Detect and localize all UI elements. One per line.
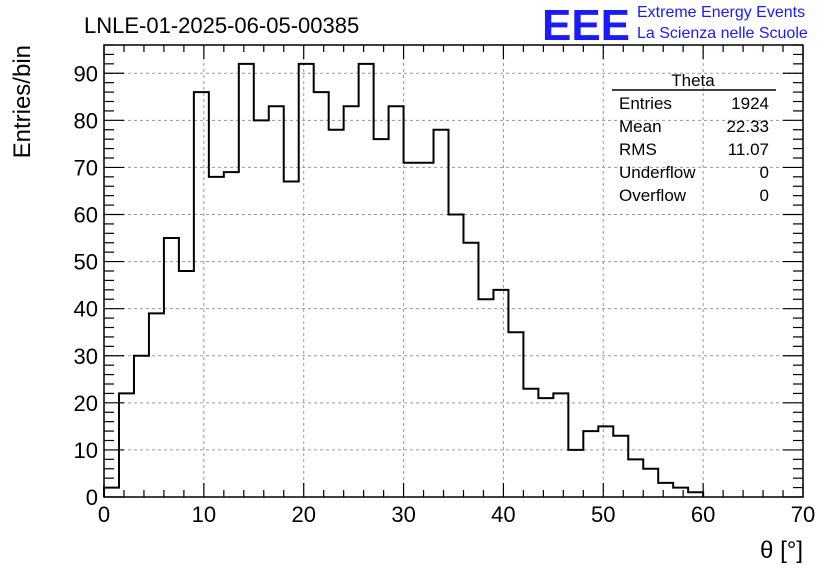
histogram-bin <box>224 172 239 497</box>
histogram-bin <box>508 332 523 497</box>
y-tick-label: 20 <box>74 391 98 416</box>
histogram-bin <box>449 215 464 498</box>
stats-box: Theta Entries 1924 Mean 22.33 RMS 11.07 Underf… <box>612 71 776 205</box>
eee-branding: EEE Extreme Energy Events La Scienza nel… <box>542 1 808 50</box>
stats-value: 0 <box>760 186 769 205</box>
histogram-bin <box>434 130 449 497</box>
x-tick-label: 20 <box>291 502 315 527</box>
histogram-bin <box>463 243 478 497</box>
histogram-bin <box>269 106 284 497</box>
brand-line-2: La Scienza nelle Scuole <box>637 25 808 42</box>
stats-label: Mean <box>619 117 662 136</box>
y-axis-title: Entries/bin <box>9 45 36 158</box>
x-tick-label: 60 <box>691 502 715 527</box>
y-tick-label: 50 <box>74 250 98 275</box>
histogram-bin <box>179 271 194 497</box>
stats-value: 11.07 <box>728 140 769 159</box>
histogram-bin <box>419 163 434 497</box>
histogram-bin <box>329 130 344 497</box>
histogram-bin <box>404 163 419 497</box>
histogram-bin <box>658 483 673 497</box>
tick-labels-layer: 0 10 20 30 40 50 60 70 0 10 20 30 40 50 60 70 80 90 <box>74 61 816 527</box>
histogram-bin <box>209 177 224 497</box>
histogram-bin <box>493 290 508 497</box>
y-tick-label: 80 <box>74 108 98 133</box>
stats-title: Theta <box>671 71 715 90</box>
stats-value: 22.33 <box>726 117 769 136</box>
histogram-bin <box>164 238 179 497</box>
stats-label: Underflow <box>619 163 696 182</box>
x-tick-label: 30 <box>391 502 415 527</box>
histogram-bin <box>194 92 209 497</box>
histogram-bin <box>673 488 688 497</box>
y-tick-label: 30 <box>74 344 98 369</box>
y-tick-label: 10 <box>74 438 98 463</box>
histogram-bin <box>149 313 164 497</box>
x-tick-label: 70 <box>791 502 815 527</box>
histogram-bin <box>299 64 314 497</box>
histogram-bin <box>583 431 598 497</box>
histogram-bin <box>628 459 643 497</box>
y-tick-label: 90 <box>74 61 98 86</box>
brand-line-1: Extreme Energy Events <box>637 4 805 21</box>
x-tick-label: 10 <box>192 502 216 527</box>
x-axis-title: θ [°] <box>760 537 803 564</box>
y-tick-label: 70 <box>74 155 98 180</box>
eee-logo: EEE <box>542 1 630 50</box>
histogram-bin <box>344 106 359 497</box>
stats-label: Entries <box>619 94 672 113</box>
x-tick-label: 50 <box>591 502 615 527</box>
ticks-layer <box>103 44 804 498</box>
histogram-bin <box>239 64 254 497</box>
histogram-layer <box>103 62 705 498</box>
stats-label: RMS <box>619 140 657 159</box>
histogram-bin <box>104 488 119 497</box>
histogram-bin <box>134 356 149 497</box>
histogram-bin <box>478 299 493 497</box>
stats-value: 0 <box>760 163 769 182</box>
chart-title: LNLE-01-2025-06-05-00385 <box>84 13 359 38</box>
histogram-bin <box>314 92 329 497</box>
y-tick-label: 60 <box>74 203 98 228</box>
histogram-bin <box>598 426 613 497</box>
histogram-bin <box>523 389 538 497</box>
stats-label: Overflow <box>619 186 687 205</box>
histogram-bin <box>359 64 374 497</box>
histogram-bin <box>389 106 404 497</box>
histogram-outline <box>103 62 705 497</box>
histogram-bin <box>643 469 658 497</box>
histogram-bin <box>553 393 568 497</box>
stats-value: 1924 <box>731 94 769 113</box>
x-tick-label: 40 <box>491 502 515 527</box>
histogram-bin <box>613 436 628 497</box>
histogram-bin <box>568 450 583 497</box>
histogram-bin <box>119 393 134 497</box>
x-tick-label: 0 <box>98 502 110 527</box>
y-tick-label: 0 <box>86 485 98 510</box>
y-tick-label: 40 <box>74 297 98 322</box>
histogram-bin <box>374 139 389 497</box>
histogram-bin <box>538 398 553 497</box>
